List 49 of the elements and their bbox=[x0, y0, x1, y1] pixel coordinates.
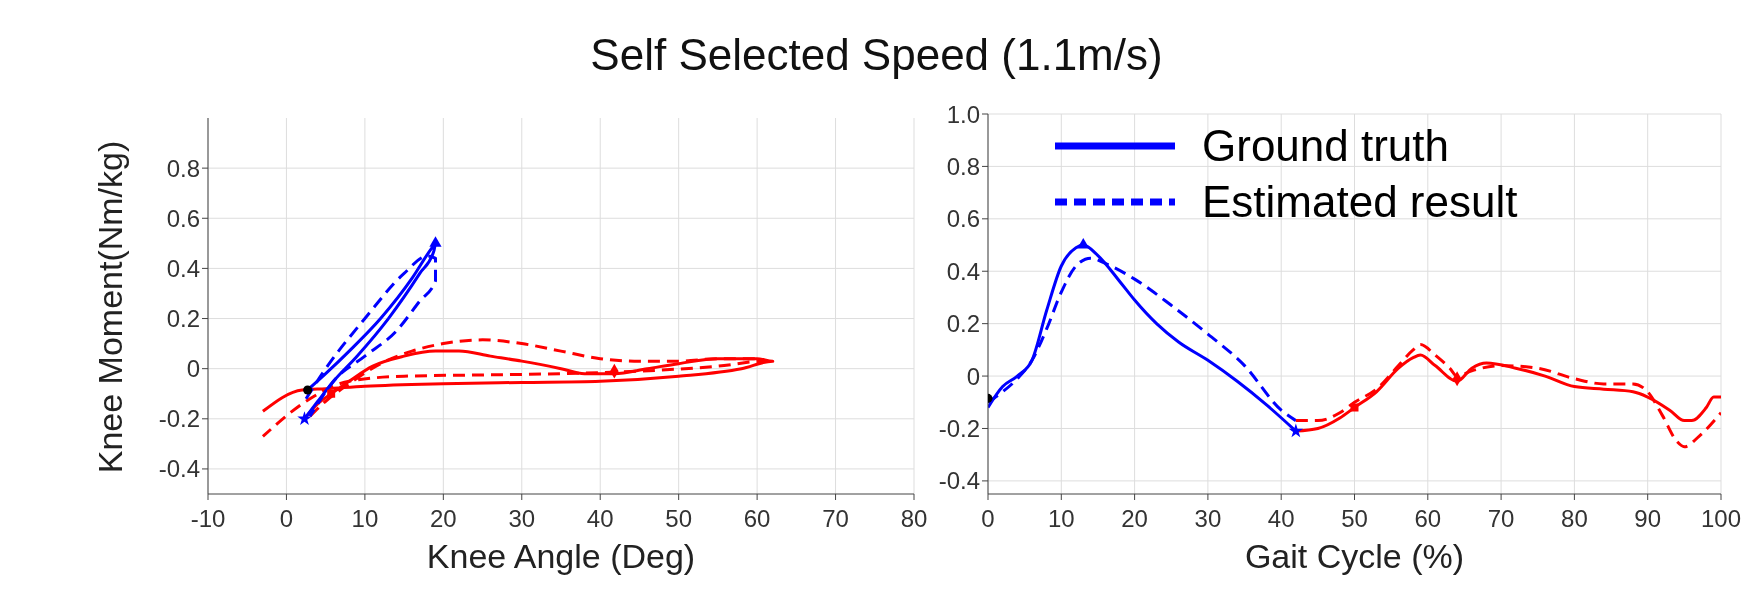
x-tick-label: 50 bbox=[665, 505, 693, 533]
x-tick-label: 30 bbox=[508, 505, 536, 533]
x-tick-label: 50 bbox=[1341, 505, 1368, 533]
y-tick-label: 0.4 bbox=[166, 254, 200, 282]
y-tick-label: 0.6 bbox=[946, 205, 980, 233]
legend-label: Estimated result bbox=[1202, 176, 1518, 228]
y-tick-label: -0.4 bbox=[938, 467, 980, 495]
y-tick-label: 0.8 bbox=[166, 154, 200, 182]
line-series bbox=[1294, 343, 1721, 449]
y-tick-label: 0 bbox=[966, 362, 980, 390]
legend-label: Ground truth bbox=[1202, 120, 1450, 172]
x-tick-label: 10 bbox=[351, 505, 379, 533]
x-tick-label: 20 bbox=[1121, 505, 1148, 533]
y-tick-label: 1.0 bbox=[946, 100, 980, 128]
y-tick-label: -0.2 bbox=[938, 415, 980, 442]
x-tick-label: 80 bbox=[1561, 505, 1588, 533]
x-tick-label: 60 bbox=[743, 505, 771, 533]
chart-title: Self Selected Speed (1.1m/s) bbox=[589, 30, 1164, 80]
y-tick-label: 0.4 bbox=[946, 257, 980, 285]
point bbox=[429, 236, 442, 247]
y-tick-label: -0.4 bbox=[158, 455, 200, 483]
x-axis-title: Gait Cycle (%) bbox=[1243, 537, 1466, 576]
y-tick-label: 0 bbox=[186, 355, 200, 383]
point bbox=[1288, 423, 1304, 438]
point bbox=[327, 389, 336, 398]
y-tick-label: 0.2 bbox=[946, 310, 980, 338]
point bbox=[1350, 403, 1359, 412]
point bbox=[1077, 238, 1090, 249]
x-tick-label: 10 bbox=[1047, 505, 1075, 533]
x-axis-title: Knee Angle (Deg) bbox=[425, 537, 697, 576]
x-tick-label: 40 bbox=[586, 505, 614, 533]
x-tick-label: 30 bbox=[1194, 505, 1222, 533]
point bbox=[303, 385, 313, 395]
y-tick-label: 0.8 bbox=[946, 152, 980, 180]
x-tick-label: 90 bbox=[1634, 505, 1662, 533]
x-tick-label: -10 bbox=[190, 505, 226, 533]
y-tick-label: 0.2 bbox=[166, 305, 200, 333]
x-tick-label: 40 bbox=[1267, 505, 1295, 533]
y-tick-label: 0.6 bbox=[166, 204, 200, 232]
x-tick-label: 60 bbox=[1414, 505, 1442, 533]
x-tick-label: 0 bbox=[279, 505, 294, 533]
x-tick-label: 70 bbox=[822, 505, 849, 533]
x-tick-label: 20 bbox=[429, 505, 457, 533]
x-tick-label: 100 bbox=[1700, 505, 1742, 533]
point bbox=[297, 411, 312, 425]
y-axis-title: Knee Moment(Nm/kg) bbox=[90, 140, 130, 474]
x-tick-label: 80 bbox=[900, 505, 928, 533]
x-tick-label: 70 bbox=[1487, 505, 1515, 533]
y-tick-label: -0.2 bbox=[158, 405, 200, 433]
